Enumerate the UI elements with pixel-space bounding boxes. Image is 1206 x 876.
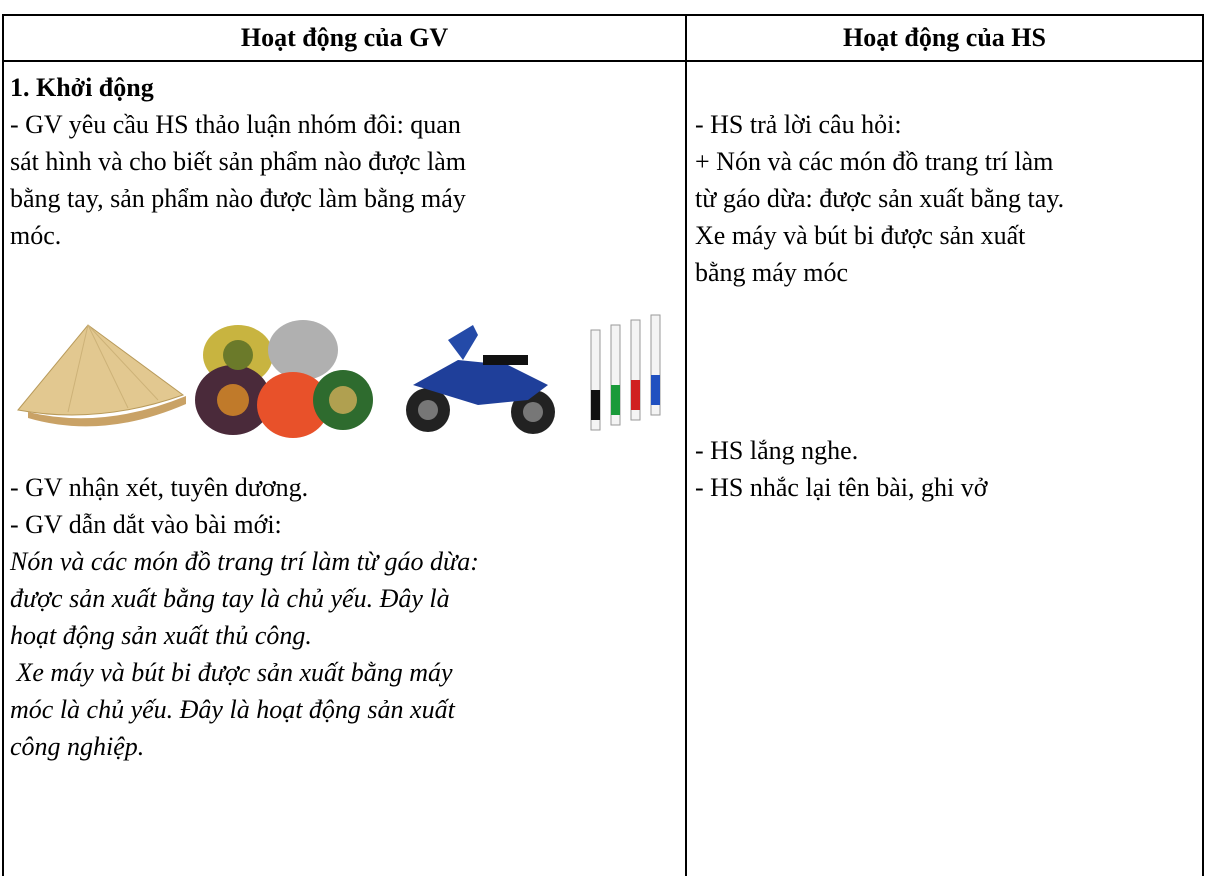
teacher-text: - GV yêu cầu HS thảo luận nhóm đôi: quan (10, 110, 461, 139)
student-text: Xe máy và bút bi được sản xuất (695, 221, 1026, 250)
table-border (685, 14, 687, 876)
motorbike (406, 325, 555, 434)
teacher-text: sát hình và cho biết sản phẩm nào được l… (10, 147, 467, 176)
table-border (2, 14, 1204, 16)
student-text: - HS nhắc lại tên bài, ghi vở (695, 473, 988, 502)
conical-hats (17, 324, 186, 427)
table-border (2, 14, 4, 876)
teacher-italic-text: được sản xuất bằng tay là chủ yếu. Đây l… (10, 584, 450, 613)
teacher-italic-text: Nón và các món đồ trang trí làm từ gáo d… (10, 547, 479, 576)
student-text: từ gáo dừa: được sản xuất bằng tay. (695, 184, 1065, 213)
teacher-text: móc. (10, 221, 62, 250)
header-cell: Hoạt động của HS (843, 23, 1046, 52)
student-text: bằng máy móc (695, 258, 849, 287)
teacher-text: - GV dẫn dắt vào bài mới: (10, 510, 282, 539)
student-text: - HS lắng nghe. (695, 436, 859, 465)
section-heading: 1. Khởi động (10, 73, 154, 102)
teacher-italic-text: hoạt động sản xuất thủ công. (10, 621, 312, 650)
header-cell: Hoạt động của GV (240, 23, 449, 52)
teacher-italic-text: công nghiệp. (10, 732, 145, 761)
teacher-text: - GV nhận xét, tuyên dương. (10, 473, 309, 502)
pens (590, 314, 661, 431)
teacher-italic-text: móc là chủ yếu. Đây là hoạt động sản xuấ… (10, 695, 455, 724)
table-border (1202, 14, 1204, 876)
coconut-bowls (195, 320, 373, 438)
teacher-italic-text: Xe máy và bút bi được sản xuất bằng máy (10, 658, 453, 687)
table-border (2, 60, 1204, 62)
student-text: + Nón và các món đồ trang trí làm (695, 147, 1054, 176)
student-text: - HS trả lời câu hỏi: (695, 110, 902, 139)
product-images (17, 314, 661, 438)
teacher-text: bằng tay, sản phẩm nào được làm bằng máy (10, 184, 466, 213)
